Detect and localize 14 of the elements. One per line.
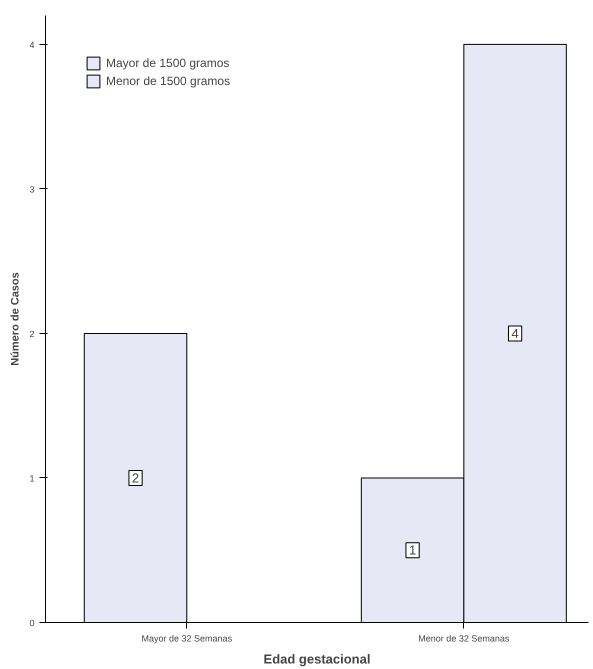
y-tick-label: 2: [29, 328, 35, 339]
data-label: 2: [132, 470, 140, 486]
y-tick-label: 1: [29, 473, 35, 484]
legend-label: Mayor de 1500 gramos: [106, 56, 230, 70]
y-axis-title: Número de Casos: [9, 272, 22, 366]
y-tick-label: 3: [29, 184, 35, 194]
x-axis-title: Edad gestacional: [264, 652, 370, 666]
data-label: 4: [511, 326, 519, 341]
legend-label: Menor de 1500 gramos: [106, 74, 230, 88]
y-tick-label: 4: [29, 40, 35, 50]
y-tick-label: 0: [29, 618, 35, 628]
x-tick-label: Menor de 32 Semanas: [418, 634, 510, 644]
data-label: 1: [408, 542, 416, 558]
x-tick-label: Mayor de 32 Semanas: [142, 634, 233, 644]
